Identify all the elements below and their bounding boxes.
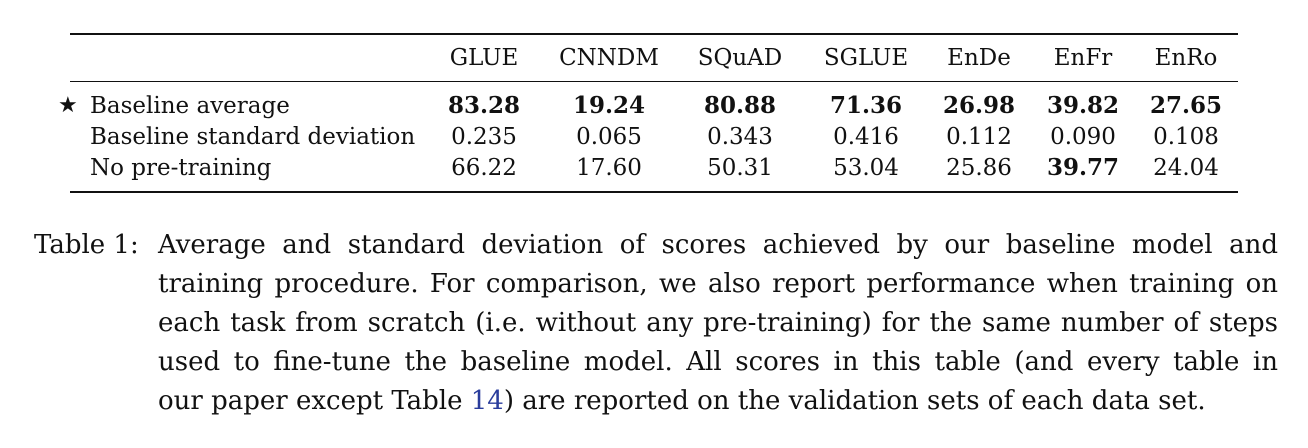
column-header: GLUE bbox=[449, 45, 519, 71]
table-cell: 0.235 bbox=[451, 124, 517, 150]
table-row: Baseline standard deviation 0.235 0.065 0.… bbox=[70, 122, 1238, 152]
table-cell: 83.28 bbox=[447, 92, 521, 119]
table-cell: 0.065 bbox=[576, 124, 642, 150]
table-bottom-rule bbox=[70, 191, 1238, 193]
caption-line: training procedure. For comparison, we a… bbox=[158, 269, 1278, 299]
table-cell: 50.31 bbox=[707, 155, 773, 181]
caption-label: Table 1: bbox=[34, 230, 139, 260]
table-cell: 24.04 bbox=[1153, 155, 1219, 181]
table-cell: 0.416 bbox=[833, 124, 899, 150]
table-row: No pre-training 66.22 17.60 50.31 53.04 25.8… bbox=[70, 153, 1238, 183]
caption-line: Average and standard deviation of scores… bbox=[158, 230, 1278, 260]
table-cell: 0.090 bbox=[1050, 124, 1116, 150]
table-top-rule bbox=[70, 33, 1238, 35]
table-cell: 25.86 bbox=[946, 155, 1012, 181]
row-label: Baseline average bbox=[90, 93, 290, 119]
table-cell: 19.24 bbox=[572, 92, 646, 119]
column-header: EnRo bbox=[1154, 45, 1218, 71]
table-row: ★ Baseline average 83.28 19.24 80.88 71.36 2… bbox=[58, 91, 1238, 121]
column-header: SGLUE bbox=[823, 45, 909, 71]
table-cell: 17.60 bbox=[576, 155, 642, 181]
column-header: SQuAD bbox=[697, 45, 783, 71]
caption-line: each task from scratch (i.e. without any… bbox=[158, 308, 1278, 338]
table-cell: 26.98 bbox=[942, 92, 1016, 119]
caption-text: ) are reported on the validation sets of… bbox=[503, 386, 1206, 416]
caption-line: our paper except Table 14) are reported … bbox=[158, 382, 1278, 421]
row-label: No pre-training bbox=[90, 155, 272, 181]
table-cell: 53.04 bbox=[833, 155, 899, 181]
table-cell: 66.22 bbox=[451, 155, 517, 181]
caption-text: our paper except Table bbox=[158, 386, 471, 416]
table-reference-link[interactable]: 14 bbox=[470, 386, 504, 416]
table-cell: 39.82 bbox=[1046, 92, 1120, 119]
column-header: CNNDM bbox=[559, 45, 659, 71]
table-header-rule bbox=[70, 81, 1238, 82]
table-cell: 27.65 bbox=[1149, 92, 1223, 119]
star-icon: ★ bbox=[58, 93, 78, 118]
table-cell: 80.88 bbox=[703, 92, 777, 119]
table-cell: 0.108 bbox=[1153, 124, 1219, 150]
column-header: EnFr bbox=[1053, 45, 1113, 71]
row-label: Baseline standard deviation bbox=[90, 124, 416, 150]
table-cell: 0.343 bbox=[707, 124, 773, 150]
column-header: EnDe bbox=[947, 45, 1011, 71]
caption-line: used to fine-tune the baseline model. Al… bbox=[158, 347, 1278, 377]
table-cell: 0.112 bbox=[946, 124, 1012, 150]
table-cell: 39.77 bbox=[1046, 154, 1120, 181]
table-cell: 71.36 bbox=[829, 92, 903, 119]
